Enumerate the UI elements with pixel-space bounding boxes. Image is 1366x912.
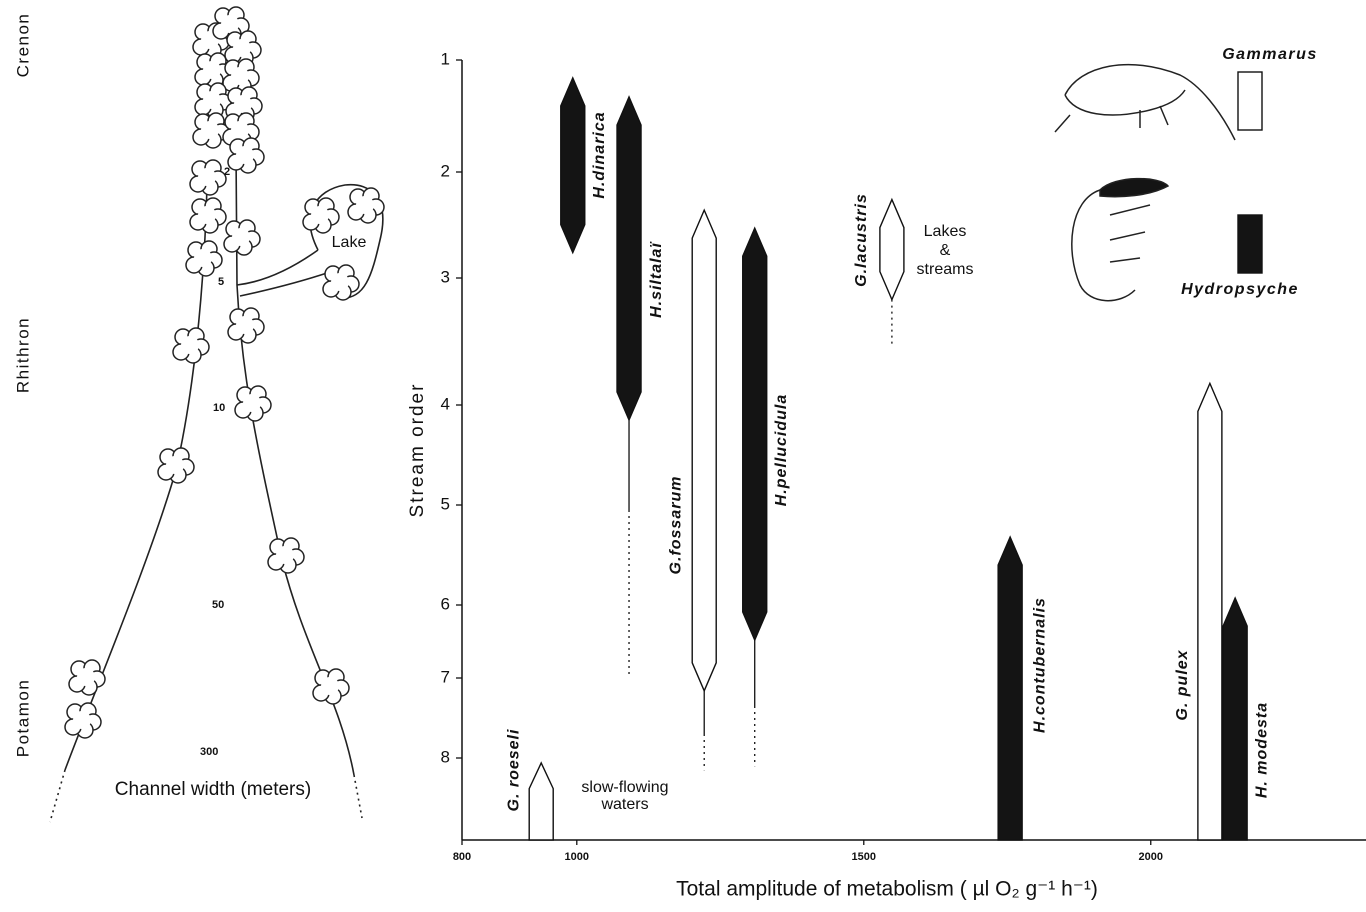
y-axis-label: Stream order — [407, 383, 428, 518]
y-tick-label: 5 — [441, 494, 450, 513]
x-axis-label: Total amplitude of metabolism ( µl O₂ g⁻… — [676, 878, 1098, 901]
species-label: H. modesta — [1253, 702, 1270, 798]
y-tick-label: 8 — [441, 747, 450, 766]
tree-icon — [322, 264, 360, 301]
tree-icon — [227, 137, 265, 174]
species-label: G.fossarum — [667, 476, 684, 575]
tree-icon — [234, 385, 272, 422]
legend-label: Gammarus — [1222, 46, 1318, 63]
range-bar — [560, 76, 586, 255]
x-tick-label: 1000 — [565, 851, 589, 863]
species-label: G. roeseli — [505, 729, 522, 812]
range-bar — [691, 208, 717, 693]
legend-swatch — [1237, 71, 1263, 131]
width-label: 300 — [200, 746, 218, 758]
legend-label: Hydropsyche — [1181, 281, 1299, 298]
lake-inlet — [236, 249, 319, 286]
tree-icon — [227, 307, 265, 344]
x-tick-label: 1500 — [852, 851, 876, 863]
species-label: H.dinarica — [591, 111, 608, 198]
legend-swatch — [1237, 214, 1263, 274]
y-tick-label: 1 — [441, 49, 450, 68]
species-label: H.pellucidula — [773, 394, 790, 507]
species-label: G.lacustris — [853, 193, 870, 287]
range-bar — [1222, 596, 1248, 841]
species-label: H.siltalaï — [648, 241, 665, 318]
zone-label: Rhithron — [13, 317, 32, 393]
x-tick-label: 800 — [453, 851, 471, 863]
annotation: & — [940, 242, 951, 259]
caption: Channel width (meters) — [115, 779, 311, 800]
tree-icon — [64, 702, 102, 739]
y-tick-label: 2 — [441, 161, 450, 180]
tree-icon — [223, 219, 261, 256]
annotation: streams — [917, 261, 974, 278]
annotation: Lakes — [924, 223, 967, 240]
width-label: 5 — [218, 276, 224, 288]
tree-icon — [267, 537, 305, 574]
lake-label: Lake — [332, 234, 367, 251]
width-label: 10 — [213, 402, 225, 414]
river-diagram: Crenon Rhithron Potamon 2 5 10 50 300 La… — [13, 6, 385, 823]
tree-icon — [157, 447, 195, 484]
width-label: 50 — [212, 599, 224, 611]
tree-icon — [189, 197, 227, 234]
zone-label: Potamon — [13, 679, 32, 758]
legend-icons — [1054, 63, 1236, 302]
tree-icon — [192, 112, 230, 149]
y-tick-label: 6 — [441, 594, 450, 613]
tree-icon — [185, 240, 223, 277]
hydropsyche-icon — [1071, 178, 1166, 302]
tree-icon — [302, 197, 340, 234]
river-bank — [49, 769, 66, 823]
hydropsyche-head — [1099, 177, 1170, 198]
width-label: 2 — [224, 166, 230, 178]
zone-label: Crenon — [13, 13, 32, 78]
annotation: slow-flowing — [581, 779, 668, 796]
tree-icon — [172, 327, 210, 364]
y-tick-label: 4 — [441, 394, 450, 413]
species-label: H.contubernalis — [1031, 597, 1048, 733]
gammarus-icon — [1054, 63, 1236, 141]
range-bar — [879, 197, 905, 302]
river-bank — [353, 774, 363, 819]
range-bar — [742, 226, 768, 642]
tree-icon — [347, 187, 385, 224]
range-bar — [997, 535, 1023, 841]
tree-icon — [189, 159, 227, 196]
tree-icon — [68, 659, 106, 696]
range-bar — [528, 761, 554, 841]
annotation: waters — [600, 796, 648, 813]
y-tick-label: 7 — [441, 667, 450, 686]
chart: 1 2 3 4 5 6 7 8 800 1000 1500 2000 Total amplitude o… — [407, 46, 1366, 901]
x-tick-label: 2000 — [1139, 851, 1163, 863]
tree-icon — [312, 668, 350, 705]
range-bar — [616, 95, 642, 422]
range-bar — [1197, 381, 1223, 841]
y-tick-label: 3 — [441, 267, 450, 286]
tree-icons — [64, 6, 385, 739]
lake-outlet — [239, 271, 331, 297]
species-label: G. pulex — [1174, 649, 1191, 720]
